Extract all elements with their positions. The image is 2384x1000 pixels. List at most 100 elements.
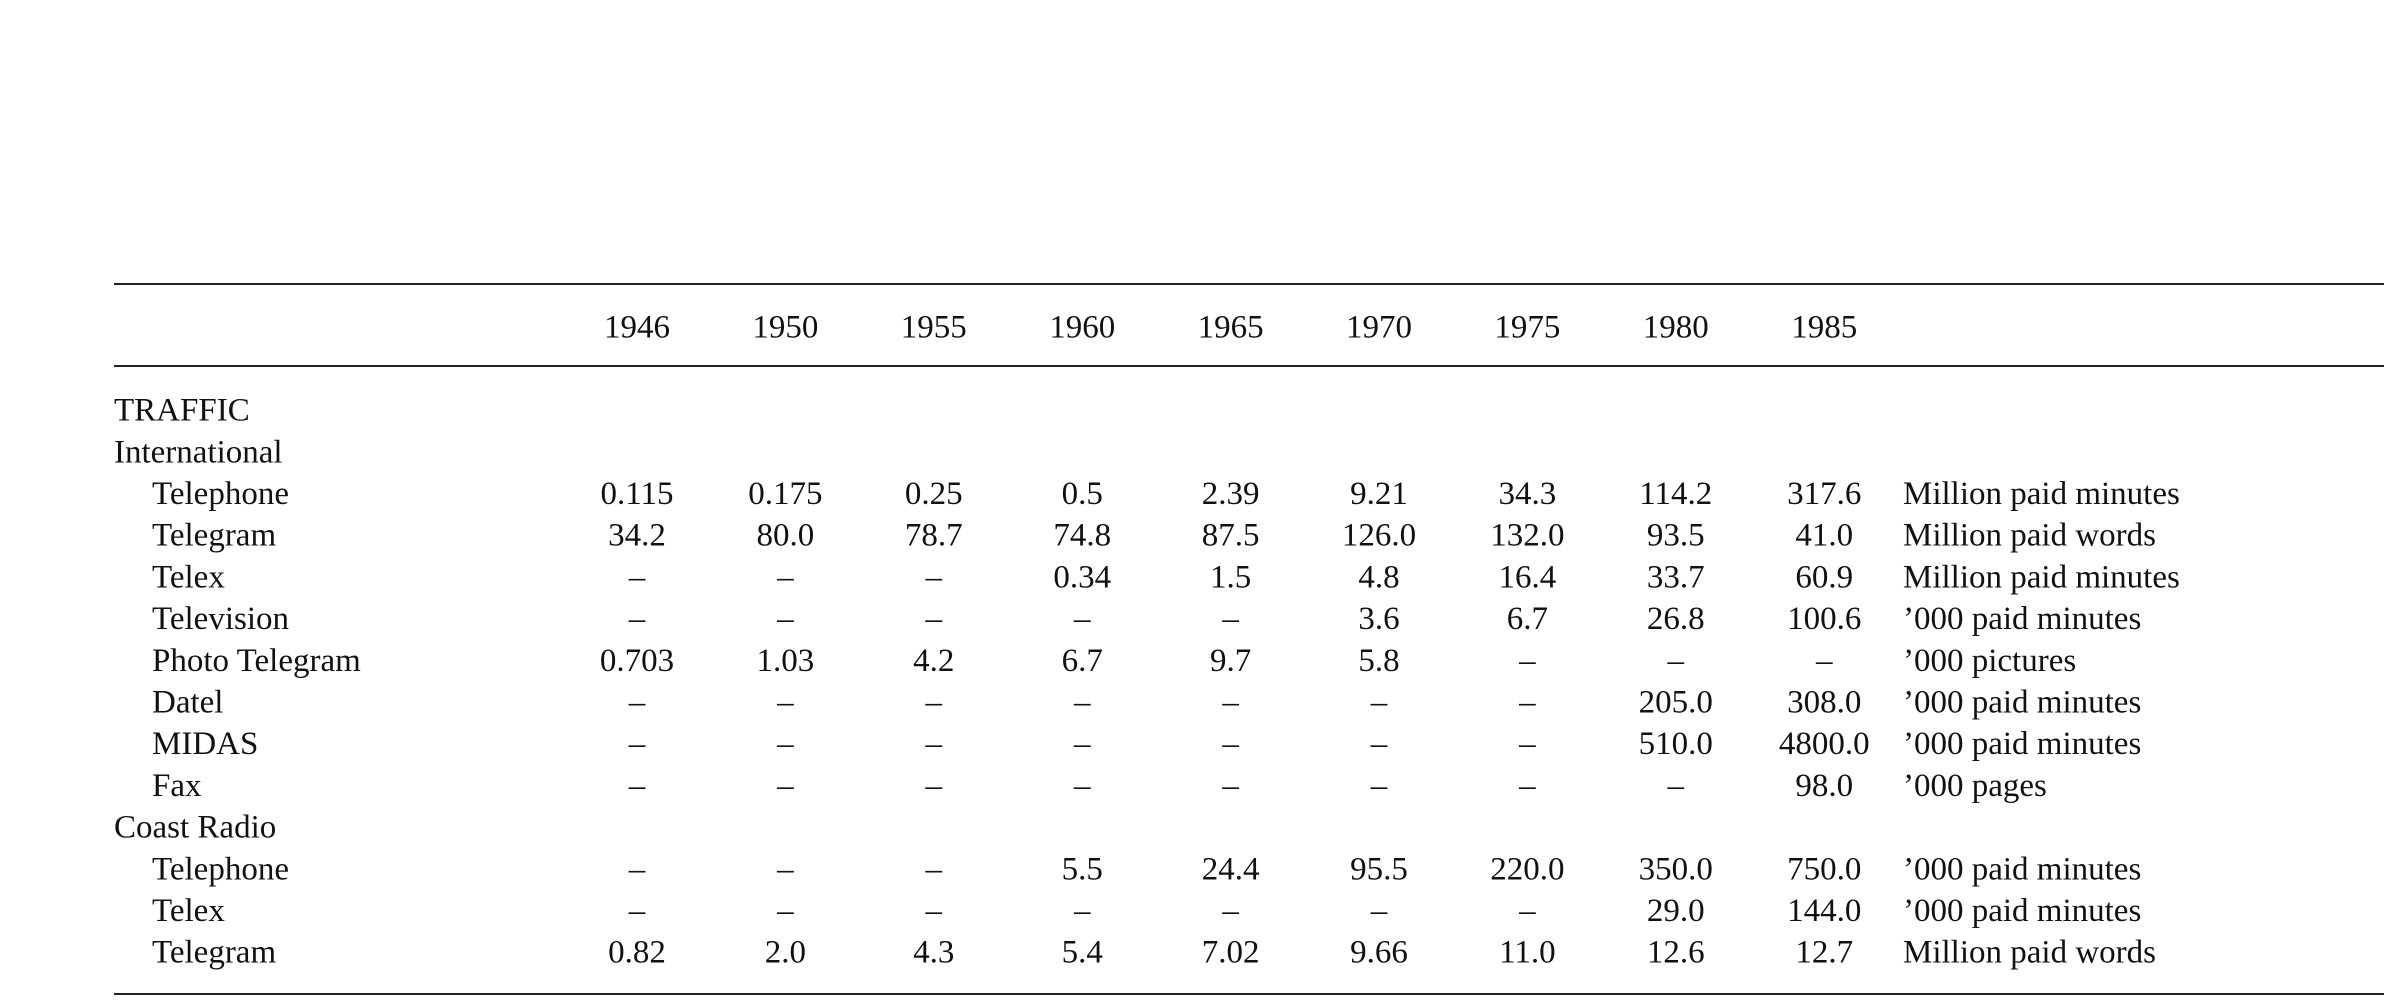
cell-value: 4.2 <box>913 643 954 679</box>
cell-value: – <box>925 893 943 929</box>
cell-value: – <box>628 684 646 720</box>
row-label: Telephone <box>152 476 289 512</box>
cell-value: 74.8 <box>1053 518 1111 554</box>
row-label: Datel <box>152 684 223 720</box>
cell-value: 80.0 <box>757 518 815 554</box>
cell-value: 4.8 <box>1358 559 1399 595</box>
section-label: Coast Radio <box>114 810 276 846</box>
cell-value: – <box>776 726 794 762</box>
cell-value: – <box>1073 893 1091 929</box>
cell-value: 1.03 <box>757 643 815 679</box>
cell-value: – <box>1073 601 1091 637</box>
cell-value: 0.34 <box>1053 559 1111 595</box>
cell-value: – <box>1073 684 1091 720</box>
unit-label: ’000 paid minutes <box>1903 893 2141 929</box>
cell-value: – <box>776 893 794 929</box>
cell-value: 308.0 <box>1787 684 1861 720</box>
cell-value: 34.3 <box>1499 476 1557 512</box>
cell-value: 34.2 <box>608 518 666 554</box>
cell-value: 5.5 <box>1062 851 1103 887</box>
cell-value: – <box>925 601 943 637</box>
cell-value: – <box>1518 893 1536 929</box>
row-label: Fax <box>152 768 202 804</box>
cell-value: 4800.0 <box>1779 726 1870 762</box>
cell-value: 2.0 <box>765 935 806 971</box>
column-header: 1955 <box>901 310 967 346</box>
cell-value: – <box>776 559 794 595</box>
cell-value: 6.7 <box>1507 601 1548 637</box>
cell-value: – <box>628 559 646 595</box>
cell-value: – <box>776 768 794 804</box>
cell-value: 205.0 <box>1639 684 1713 720</box>
cell-value: 33.7 <box>1647 559 1705 595</box>
cell-value: 0.25 <box>905 476 963 512</box>
cell-value: 0.703 <box>600 643 674 679</box>
cell-value: 78.7 <box>905 518 963 554</box>
cell-value: 132.0 <box>1490 518 1564 554</box>
column-header: 1980 <box>1643 310 1709 346</box>
cell-value: – <box>1370 726 1388 762</box>
cell-value: – <box>1073 768 1091 804</box>
unit-label: Million paid minutes <box>1903 559 2180 595</box>
cell-value: – <box>1518 684 1536 720</box>
row-label: Telegram <box>152 518 276 554</box>
cell-value: – <box>776 684 794 720</box>
cell-value: – <box>1370 768 1388 804</box>
cell-value: 41.0 <box>1795 518 1853 554</box>
cell-value: 29.0 <box>1647 893 1705 929</box>
row-label: Telex <box>152 559 225 595</box>
cell-value: – <box>1518 643 1536 679</box>
cell-value: – <box>628 601 646 637</box>
unit-label: ’000 pages <box>1903 768 2047 804</box>
unit-label: ’000 paid minutes <box>1903 726 2141 762</box>
cell-value: – <box>776 851 794 887</box>
cell-value: 350.0 <box>1639 851 1713 887</box>
cell-value: – <box>1221 726 1239 762</box>
cell-value: 0.175 <box>748 476 822 512</box>
cell-value: 144.0 <box>1787 893 1861 929</box>
column-header: 1960 <box>1049 310 1115 346</box>
cell-value: – <box>628 851 646 887</box>
cell-value: 750.0 <box>1787 851 1861 887</box>
cell-value: – <box>628 726 646 762</box>
cell-value: 12.6 <box>1647 935 1705 971</box>
unit-label: ’000 pictures <box>1903 643 2076 679</box>
cell-value: – <box>925 684 943 720</box>
cell-value: 3.6 <box>1358 601 1399 637</box>
cell-value: – <box>925 768 943 804</box>
cell-value: 98.0 <box>1795 768 1853 804</box>
cell-value: 317.6 <box>1787 476 1861 512</box>
unit-label: ’000 paid minutes <box>1903 851 2141 887</box>
cell-value: – <box>1370 684 1388 720</box>
cell-value: – <box>925 726 943 762</box>
unit-label: ’000 paid minutes <box>1903 684 2141 720</box>
cell-value: – <box>628 768 646 804</box>
column-header: 1975 <box>1494 310 1560 346</box>
cell-value: 9.66 <box>1350 935 1408 971</box>
cell-value: 220.0 <box>1490 851 1564 887</box>
cell-value: – <box>1221 768 1239 804</box>
cell-value: – <box>1518 768 1536 804</box>
cell-value: – <box>1667 643 1685 679</box>
row-label: Telex <box>152 893 225 929</box>
unit-label: Million paid minutes <box>1903 476 2180 512</box>
unit-label: Million paid words <box>1903 935 2156 971</box>
cell-value: 100.6 <box>1787 601 1861 637</box>
cell-value: – <box>628 893 646 929</box>
cell-value: 6.7 <box>1062 643 1103 679</box>
cell-value: 87.5 <box>1202 518 1260 554</box>
cell-value: – <box>1073 726 1091 762</box>
unit-label: Million paid words <box>1903 518 2156 554</box>
cell-value: 95.5 <box>1350 851 1408 887</box>
row-label: MIDAS <box>152 726 258 762</box>
column-header: 1970 <box>1346 310 1412 346</box>
cell-value: – <box>1518 726 1536 762</box>
cell-value: 4.3 <box>913 935 954 971</box>
cell-value: – <box>1370 893 1388 929</box>
cell-value: 510.0 <box>1639 726 1713 762</box>
cell-value: – <box>925 851 943 887</box>
cell-value: 5.8 <box>1358 643 1399 679</box>
cell-value: 7.02 <box>1202 935 1260 971</box>
